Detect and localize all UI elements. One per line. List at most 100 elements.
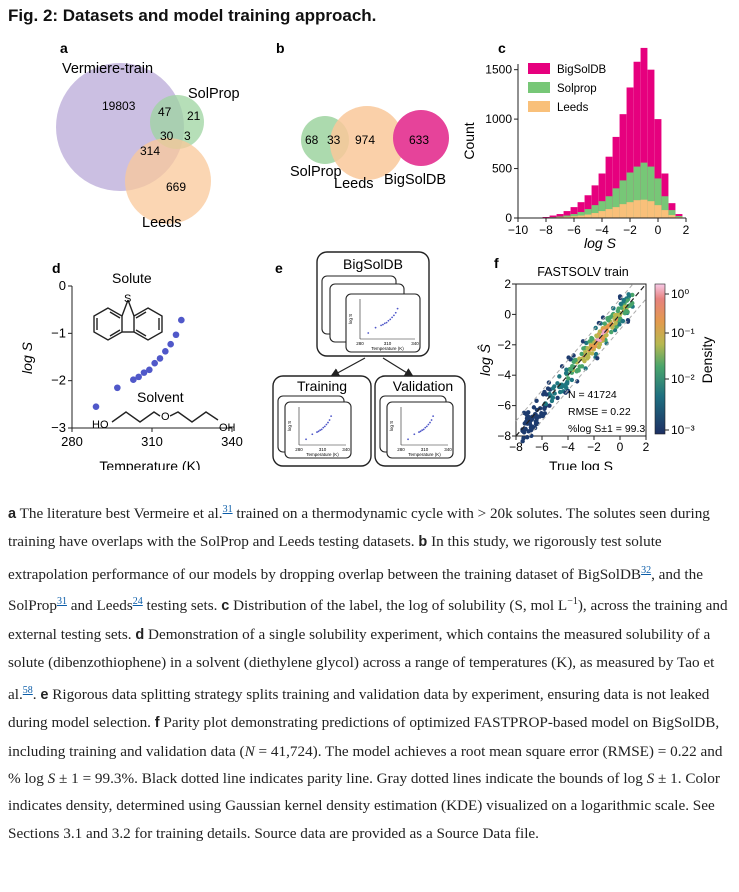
f-point-74: [579, 351, 584, 357]
f-ytick-label-3: −4: [497, 368, 511, 382]
venn-label-solprop: SolProp: [188, 86, 240, 102]
f-ytick-label-0: 2: [504, 277, 511, 291]
e-arrow-validation: [382, 357, 415, 378]
hist-bar-solprop-13: [626, 172, 634, 218]
d-oh-right: OH: [219, 422, 236, 434]
hist-bar-bigsoldb-16: [647, 69, 655, 219]
f-point-235: [566, 355, 571, 360]
f-point-206: [534, 398, 539, 404]
hist-bar-solprop-9: [598, 201, 606, 218]
e-mini-xtick-val-1-0: 280: [397, 447, 405, 452]
hist-ytick-label-2: 1000: [485, 112, 512, 126]
f-point-202: [595, 337, 600, 342]
f-point-244: [613, 320, 618, 326]
panel-c-letter: c: [498, 40, 506, 56]
hist-bar-leeds-6: [577, 215, 585, 218]
f-point-196: [550, 386, 556, 391]
f-point-215: [540, 413, 546, 419]
f-point-193: [564, 367, 569, 372]
hist-legend: BigSolDB Solprop Leeds: [528, 63, 607, 114]
hist-bar-solprop-14: [633, 166, 641, 218]
venn-b-bigsoldb-circle: [393, 110, 449, 166]
hist-bar-bigsoldb-17: [654, 119, 662, 218]
d-xtick-label-0: 280: [61, 434, 83, 449]
d-oh-left: HO: [92, 419, 109, 431]
f-parity-line: [515, 283, 647, 437]
f-point-238: [563, 371, 569, 376]
e-mini-point-val-1-9: [429, 421, 431, 424]
e-mini-xtick-train-1-0: 280: [295, 447, 303, 452]
hist-legend-label-2: Leeds: [557, 102, 589, 114]
hist-legend-label-0: BigSolDB: [557, 64, 607, 76]
f-cbar-tick-label-1: 10⁻¹: [671, 326, 695, 340]
f-point-203: [547, 403, 552, 408]
hist-xtick-label-2: −6: [567, 223, 581, 237]
venn-label-vermiere: Vermiere-train: [62, 61, 153, 77]
e-mini-point-train-1-8: [325, 423, 328, 426]
f-point-154: [564, 381, 570, 386]
venn-count-vs: 47: [158, 105, 172, 119]
f-point-189: [580, 339, 586, 344]
f-point-102: [608, 329, 614, 335]
venn-b-label-leeds: Leeds: [334, 176, 374, 192]
f-point-245: [569, 366, 575, 371]
e-mini-point-top-2-5: [385, 321, 388, 324]
panel-b: b 68 33 974 633 SolProp Leeds BigSolDB: [276, 40, 449, 192]
hist-bar-bigsoldb-2: [549, 215, 557, 218]
e-bigsoldb-label: BigSolDB: [343, 256, 403, 272]
hist-bar-leeds-16: [647, 201, 655, 218]
hist-bar-bigsoldb-6: [577, 202, 585, 218]
e-mini-point-top-2-2: [380, 324, 382, 327]
f-point-177: [533, 414, 538, 419]
f-xtick-label-1: −6: [535, 440, 549, 454]
e-mini-xtick-top-2-2: 340: [411, 341, 419, 346]
f-point-237: [579, 364, 585, 369]
hist-bar-bigsoldb-14: [633, 61, 641, 218]
e-mini-point-train-1-10: [328, 419, 331, 421]
hist-bar-leeds-14: [633, 200, 641, 218]
f-point-250: [585, 346, 590, 351]
f-point-230: [557, 389, 563, 395]
d-xtick-label-2: 340: [221, 434, 243, 449]
e-mini-point-top-2-4: [383, 322, 386, 325]
hist-bar-leeds-4: [563, 216, 571, 218]
e-mini-point-val-1-5: [422, 428, 425, 431]
d-ytick-label-1: −1: [51, 325, 66, 340]
hist-xtick-label-5: 0: [655, 223, 662, 237]
d-s-atom: S: [124, 293, 131, 305]
f-colorbar: [654, 283, 666, 435]
e-mini-xtick-top-2-0: 280: [356, 341, 364, 346]
f-point-98: [526, 429, 531, 434]
e-mini-xlabel-val-1: Temperature (K): [408, 452, 441, 457]
e-mini-point-train-1-2: [316, 431, 318, 433]
f-point-169: [612, 312, 618, 318]
e-mini-point-train-1-7: [323, 425, 326, 428]
hist-bar-leeds-13: [626, 202, 634, 218]
f-stat-n: N = 41724: [568, 389, 617, 401]
hist-legend-swatch-1: [528, 82, 550, 93]
f-xtick-label-4: 0: [617, 440, 624, 454]
hist-bar-solprop-7: [584, 209, 592, 218]
hist-bar-leeds-19: [668, 215, 676, 218]
hist-x-ticks: −10 −8 −6 −4 −2 0 2: [508, 218, 690, 237]
d-point-3: [135, 373, 142, 381]
hist-bar-solprop-6: [577, 212, 585, 218]
f-point-145: [615, 308, 621, 314]
d-point-6: [151, 359, 158, 367]
f-point-174: [618, 301, 624, 307]
f-point-236: [617, 322, 622, 327]
f-cbar-tick-label-3: 10⁻³: [671, 423, 695, 437]
d-xtick-label-1: 310: [141, 434, 163, 449]
e-mini-point-top-2-8: [391, 316, 393, 319]
venn-b-leeds-circle: [330, 106, 404, 180]
f-point-159: [625, 319, 631, 324]
d-point-5: [146, 366, 153, 374]
f-point-150: [555, 395, 560, 401]
hist-bar-solprop-4: [563, 215, 571, 218]
dibenzothiophene-structure: [93, 299, 163, 341]
e-mini-point-top-2-7: [389, 318, 392, 321]
hist-bar-leeds-12: [619, 204, 627, 218]
